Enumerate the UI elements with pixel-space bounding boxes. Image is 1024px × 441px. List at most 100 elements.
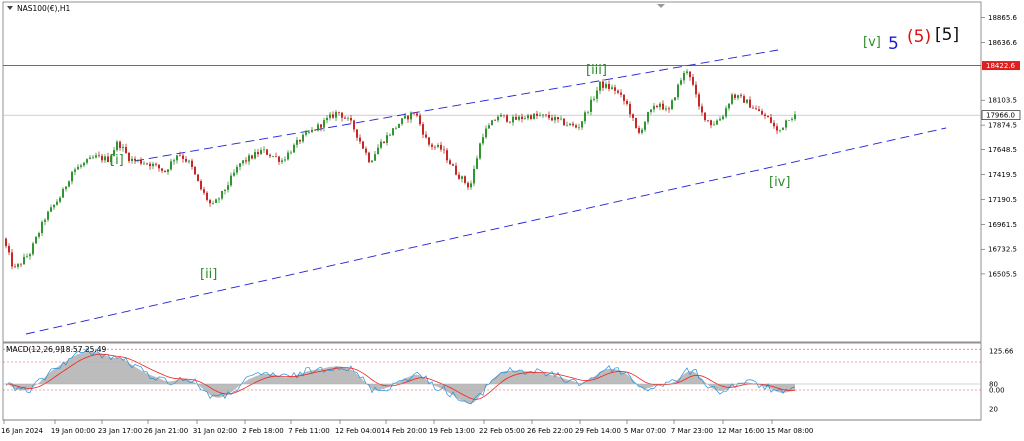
bear-candle-body [314,129,316,131]
bear-candle-body [20,263,22,265]
bear-candle-body [140,159,142,164]
bull-candle-body [26,256,28,257]
bull-candle-body [143,163,145,165]
bull-candle-body [593,98,595,100]
bear-candle-body [206,192,208,200]
bear-candle-body [8,245,10,253]
bear-candle-body [428,137,430,145]
bear-candle-body [656,105,658,107]
time-tick-label: 7 Feb 11:00 [288,427,329,435]
bull-candle-body [527,115,529,119]
bull-candle-body [218,198,220,200]
bull-candle-body [500,114,502,117]
bull-candle-body [287,152,289,160]
bull-candle-body [674,97,676,101]
bull-candle-body [50,207,52,212]
bull-candle-body [737,95,739,98]
bull-candle-body [785,120,787,128]
bull-candle-body [410,112,412,120]
time-tick-label: 23 Jan 17:00 [98,427,142,435]
bear-candle-body [701,106,703,113]
bull-candle-body [83,162,85,166]
lower-channel-line[interactable] [25,127,947,335]
bull-candle-body [74,169,76,172]
bear-candle-body [440,144,442,150]
bull-candle-body [260,149,262,155]
bull-candle-body [71,171,73,182]
bull-candle-body [587,111,589,113]
bull-candle-body [68,181,70,187]
bear-candle-body [572,123,574,126]
bear-candle-body [620,92,622,95]
bull-candle-body [659,103,661,107]
bull-candle-body [683,72,685,81]
bull-candle-body [590,99,592,112]
bear-candle-body [698,94,700,107]
chart-menu-icon[interactable] [7,6,13,10]
bear-candle-body [161,168,163,171]
time-tick-label: 14 Feb 20:00 [381,427,427,435]
current-price-label: 17966.0 [986,112,1015,120]
bear-candle-body [626,100,628,104]
bear-candle-body [341,112,343,118]
bull-candle-body [62,188,64,198]
bear-candle-body [350,118,352,121]
bear-candle-body [344,117,346,119]
macd-tick-label: 20 [989,406,998,414]
bear-candle-body [362,141,364,149]
bear-candle-body [269,154,271,157]
bear-candle-body [761,110,763,115]
bear-candle-body [194,166,196,175]
bear-candle-body [158,164,160,169]
bull-candle-body [398,123,400,128]
macd-main-line [5,347,796,405]
bear-candle-body [443,149,445,151]
bull-candle-body [41,221,43,234]
wave-label: [iii] [586,63,607,78]
bull-candle-body [782,127,784,130]
bull-candle-body [554,117,556,121]
bull-candle-body [794,114,796,120]
bear-candle-body [623,94,625,101]
bull-candle-body [374,154,376,161]
bull-candle-body [302,134,304,142]
bull-candle-body [605,83,607,88]
price-tick-label: 17874.5 [988,122,1017,130]
bear-candle-body [548,114,550,118]
bull-candle-body [578,127,580,129]
bear-candle-body [200,181,202,190]
bear-candle-body [407,115,409,120]
upper-channel-line[interactable] [134,49,779,162]
time-tick-label: 12 Mar 16:00 [718,427,765,435]
bull-candle-body [113,150,115,156]
bull-candle-body [395,127,397,129]
bull-candle-body [644,121,646,130]
bear-candle-body [266,149,268,155]
bull-candle-body [485,128,487,138]
bull-candle-body [23,256,25,265]
bull-candle-body [248,155,250,162]
bear-candle-body [416,113,418,116]
bull-candle-body [404,115,406,119]
bull-candle-body [512,116,514,123]
macd-name: MACD(12,26,9) [6,345,63,354]
bear-candle-body [743,96,745,103]
bull-candle-body [308,132,310,133]
bear-candle-body [563,118,565,126]
bear-candle-body [446,150,448,161]
bull-candle-body [212,203,214,204]
bull-candle-body [254,152,256,159]
bear-candle-body [245,160,247,162]
bull-candle-body [653,105,655,110]
bull-candle-body [227,185,229,190]
bear-candle-body [614,87,616,91]
bear-candle-body [251,155,253,159]
bear-candle-body [632,114,634,119]
bear-candle-body [11,252,13,267]
time-tick-label: 2 Feb 18:00 [242,427,283,435]
bull-candle-body [311,129,313,133]
bull-candle-body [56,201,58,205]
bear-candle-body [191,160,193,167]
scroll-marker-icon[interactable] [657,4,665,8]
